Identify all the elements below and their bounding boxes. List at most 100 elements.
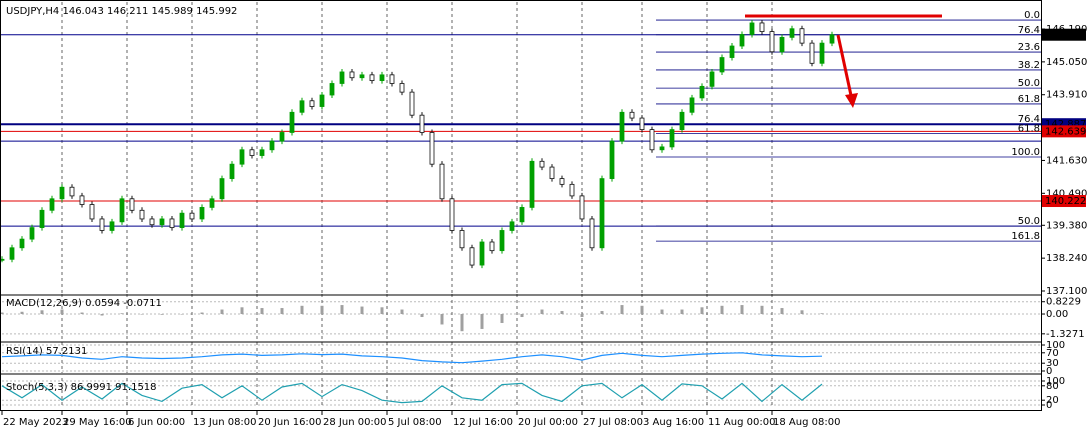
candle xyxy=(9,247,15,260)
candle xyxy=(279,132,285,142)
candle xyxy=(139,209,145,220)
y-tick-label: 137.100 xyxy=(1046,286,1087,297)
candle xyxy=(529,160,535,208)
x-tick-label: 6 Jun 00:00 xyxy=(128,417,185,428)
candle xyxy=(599,178,605,249)
histogram-bar xyxy=(740,305,744,315)
candle xyxy=(819,42,825,64)
histogram-bar xyxy=(220,309,224,315)
fib-label: 161.8 xyxy=(1011,231,1040,242)
candle xyxy=(499,230,505,252)
candle xyxy=(299,100,305,113)
histogram-bar xyxy=(360,306,364,315)
candle xyxy=(769,31,775,53)
candle xyxy=(59,186,65,200)
histogram-bar xyxy=(520,314,524,318)
candle xyxy=(829,34,835,44)
candle xyxy=(319,94,325,107)
histogram-bar xyxy=(720,305,724,315)
x-tick-label: 20 Jul 00:00 xyxy=(518,417,578,428)
candle xyxy=(449,198,455,231)
candle xyxy=(549,166,555,179)
candle xyxy=(659,146,665,151)
candle xyxy=(159,218,165,226)
candle xyxy=(269,140,275,151)
histogram-bar xyxy=(40,310,44,315)
panel-title: RSI(14) 57.2131 xyxy=(6,346,87,357)
price-tag-label: 145.992 xyxy=(1045,30,1086,41)
histogram-bar xyxy=(780,308,784,315)
candle xyxy=(629,111,635,119)
candle xyxy=(429,132,435,165)
candle xyxy=(729,45,735,58)
histogram-bar xyxy=(620,305,624,315)
candle xyxy=(209,198,215,208)
arrow-head xyxy=(845,93,858,108)
histogram-bar xyxy=(400,309,404,315)
candle xyxy=(749,22,755,35)
y-tick-label: 80 xyxy=(1046,381,1059,392)
candle xyxy=(149,218,155,226)
x-tick-label: 11 Aug 00:00 xyxy=(708,417,775,428)
histogram-bar xyxy=(680,309,684,315)
histogram-bar xyxy=(540,309,544,315)
candle xyxy=(259,149,265,156)
y-tick-label: 0.00 xyxy=(1046,309,1068,320)
candle xyxy=(349,71,355,79)
x-tick-label: 12 Jul 16:00 xyxy=(453,417,513,428)
histogram-bar xyxy=(420,314,424,318)
candle xyxy=(759,22,765,33)
x-tick-label: 20 Jun 16:00 xyxy=(258,417,322,428)
candle xyxy=(589,218,595,249)
candle xyxy=(569,183,575,197)
histogram-bar xyxy=(260,308,264,315)
candle xyxy=(89,204,95,220)
y-tick-label: 30 xyxy=(1046,358,1059,369)
y-tick-label: 141.630 xyxy=(1046,155,1087,166)
candle xyxy=(739,34,745,47)
fib-label: 23.6 xyxy=(1018,42,1040,53)
x-tick-label: 13 Jun 08:00 xyxy=(193,417,257,428)
plot-border xyxy=(0,0,1042,411)
y-tick-label: -1.3271 xyxy=(1046,329,1085,340)
price-tag-label: 142.887 xyxy=(1045,119,1086,130)
price-tag xyxy=(1042,118,1086,131)
fib-label: 0.0 xyxy=(1024,10,1040,21)
histogram-bar xyxy=(180,314,184,315)
candle xyxy=(469,247,475,266)
price-tag xyxy=(1042,195,1086,208)
candle xyxy=(79,195,85,205)
histogram-bar xyxy=(280,308,284,315)
fib-label: 61.8 xyxy=(1018,123,1040,134)
candle xyxy=(249,149,255,156)
histogram-bar xyxy=(240,307,244,315)
price-tag-label: 140.222 xyxy=(1045,196,1086,207)
candle xyxy=(129,198,135,211)
y-tick-label: 0.8229 xyxy=(1046,297,1081,308)
x-tick-label: 18 Aug 08:00 xyxy=(773,417,840,428)
candle xyxy=(579,195,585,220)
histogram-bar xyxy=(60,309,64,315)
histogram-bar xyxy=(580,314,584,318)
y-tick-label: 70 xyxy=(1046,348,1059,359)
candle xyxy=(169,218,175,228)
y-tick-label: 20 xyxy=(1046,395,1059,406)
candle xyxy=(439,163,445,200)
panel-title: MACD(12,26,9) 0.0594 -0.0711 xyxy=(6,298,162,309)
price-tag xyxy=(1042,125,1086,138)
histogram-bar xyxy=(700,307,704,315)
candle xyxy=(339,71,345,84)
indicator-line xyxy=(1,352,823,364)
candle xyxy=(559,178,565,185)
candle xyxy=(619,111,625,142)
candle xyxy=(539,160,545,168)
candle xyxy=(69,186,75,197)
y-tick-label: 140.490 xyxy=(1046,188,1087,199)
y-tick-label: 100 xyxy=(1046,340,1065,351)
candle xyxy=(229,163,235,179)
histogram-bar xyxy=(120,313,124,315)
candle xyxy=(519,207,525,223)
histogram-bar xyxy=(600,311,604,315)
candle xyxy=(689,97,695,113)
